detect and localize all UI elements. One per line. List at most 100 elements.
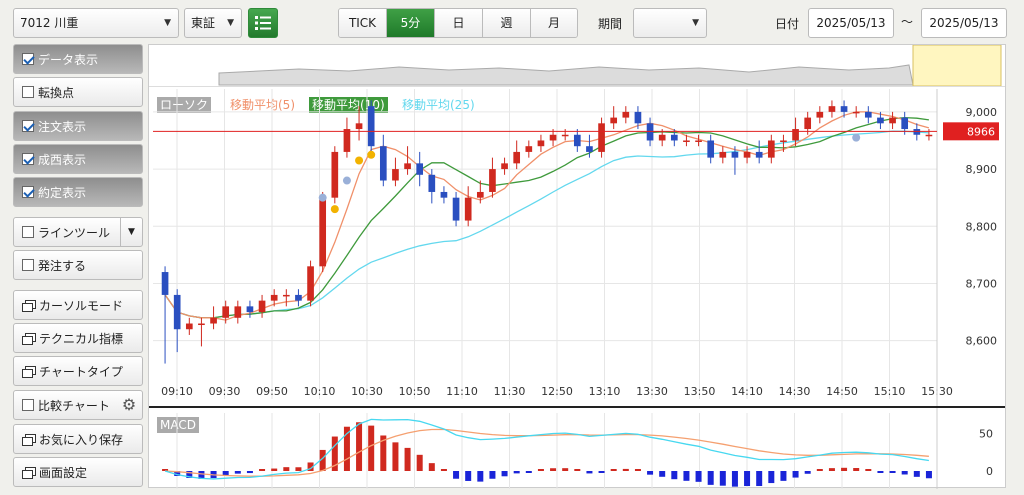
candle-body bbox=[828, 106, 836, 112]
candle-body bbox=[295, 294, 302, 301]
x-tick-label: 13:10 bbox=[589, 385, 621, 398]
macd-histogram-bar bbox=[453, 471, 460, 479]
macd-histogram-bar bbox=[331, 436, 338, 471]
candle-body bbox=[270, 294, 278, 301]
stock-select[interactable]: 7012 川重 ▼ bbox=[13, 8, 179, 38]
sidebar-item-label: 成西表示 bbox=[38, 152, 87, 167]
candle-body bbox=[573, 134, 581, 147]
macd-tick-label: 50 bbox=[979, 428, 993, 441]
macd-histogram-bar bbox=[841, 467, 848, 471]
x-tick-label: 14:50 bbox=[826, 385, 858, 398]
sidebar-item-place-order[interactable]: 発注する bbox=[13, 250, 143, 280]
candle-body bbox=[877, 117, 884, 124]
y-tick-label: 9,000 bbox=[966, 106, 998, 119]
x-tick-label: 11:10 bbox=[446, 385, 478, 398]
sidebar-item-data-display[interactable]: データ表示 bbox=[13, 44, 143, 74]
tab-5min[interactable]: 5分 bbox=[387, 9, 435, 37]
sidebar-item-cursor-mode[interactable]: カーソルモード bbox=[13, 290, 143, 320]
current-price-label: 8966 bbox=[967, 125, 995, 138]
sidebar-item-screen-settings[interactable]: 画面設定 bbox=[13, 457, 143, 487]
macd-histogram-bar bbox=[804, 471, 811, 474]
sidebar-item-label: 注文表示 bbox=[38, 119, 87, 134]
sidebar-item-compare-chart[interactable]: 比較チャート ⚙ bbox=[13, 390, 143, 420]
x-tick-label: 11:30 bbox=[494, 385, 526, 398]
sidebar-item-execution-display[interactable]: 約定表示 bbox=[13, 177, 143, 207]
candle-body bbox=[852, 111, 860, 114]
candle-body bbox=[731, 151, 739, 158]
candle-body bbox=[755, 151, 763, 158]
macd-histogram-bar bbox=[271, 468, 278, 471]
candle-body bbox=[707, 140, 715, 158]
sidebar-item-order-display[interactable]: 注文表示 bbox=[13, 111, 143, 141]
current-price-badge bbox=[943, 122, 999, 141]
macd-histogram-bar bbox=[246, 471, 253, 474]
macd-histogram-bar bbox=[501, 471, 508, 477]
sidebar-item-save-favorite[interactable]: お気に入り保存 bbox=[13, 424, 143, 454]
macd-histogram-bar bbox=[731, 471, 738, 487]
window-icon bbox=[22, 299, 36, 312]
sidebar-item-label: 発注する bbox=[38, 258, 87, 273]
x-tick-label: 15:10 bbox=[874, 385, 906, 398]
tab-tick[interactable]: TICK bbox=[339, 9, 387, 37]
candle-body bbox=[222, 306, 230, 318]
macd-histogram-bar bbox=[343, 426, 350, 471]
navigator-window bbox=[912, 45, 1002, 86]
tab-week[interactable]: 週 bbox=[483, 9, 531, 37]
candle-body bbox=[173, 294, 181, 330]
checkbox-icon bbox=[22, 120, 34, 132]
tab-month[interactable]: 月 bbox=[531, 9, 577, 37]
candle-body bbox=[161, 272, 169, 295]
date-to-input[interactable]: 2025/05/13 bbox=[921, 8, 1007, 38]
checkbox-icon bbox=[22, 399, 34, 411]
execution-marker bbox=[355, 156, 364, 165]
x-tick-label: 10:30 bbox=[351, 385, 383, 398]
macd-histogram-bar bbox=[440, 469, 447, 471]
candle-body bbox=[210, 317, 217, 324]
candle-body bbox=[864, 111, 872, 118]
gear-icon[interactable]: ⚙ bbox=[121, 395, 137, 414]
sidebar-item-line-tool[interactable]: ラインツール ▼ bbox=[13, 217, 143, 247]
candle-body bbox=[416, 163, 424, 175]
chart-canvas[interactable]: 9,000 8,900 8,800 8,700 8,600 09:10 09:30 09:50… bbox=[149, 45, 1005, 489]
candle-body bbox=[282, 294, 290, 297]
x-tick-label: 09:50 bbox=[256, 385, 288, 398]
sidebar-item-technical-indicators[interactable]: テクニカル指標 bbox=[13, 323, 143, 353]
macd-histogram-bar bbox=[622, 468, 629, 471]
chevron-down-icon[interactable]: ▼ bbox=[120, 218, 142, 246]
candle-body bbox=[913, 129, 921, 135]
x-tick-label: 13:30 bbox=[636, 385, 668, 398]
execution-marker bbox=[342, 176, 351, 185]
sidebar-item-label: テクニカル指標 bbox=[39, 331, 124, 346]
candle-body bbox=[476, 191, 484, 198]
candle-body bbox=[525, 146, 533, 152]
date-label: 日付 bbox=[775, 17, 800, 31]
period-select[interactable]: ▼ bbox=[633, 8, 707, 38]
sidebar-item-chart-type[interactable]: チャートタイプ bbox=[13, 356, 143, 386]
macd-histogram-bar bbox=[562, 468, 569, 471]
sidebar-item-label: お気に入り保存 bbox=[39, 432, 124, 447]
sidebar-item-position-display[interactable]: 成西表示 bbox=[13, 144, 143, 174]
sidebar-item-turning-point[interactable]: 転換点 bbox=[13, 77, 143, 107]
macd-histogram-bar bbox=[380, 435, 387, 471]
list-menu-button[interactable] bbox=[248, 8, 278, 38]
sidebar-item-label: ラインツール bbox=[38, 225, 111, 240]
period-tabs: TICK 5分 日 週 月 bbox=[338, 8, 578, 38]
macd-histogram-bar bbox=[198, 471, 205, 479]
macd-histogram-bar bbox=[610, 469, 617, 471]
sidebar-item-label: チャートタイプ bbox=[39, 364, 123, 379]
checkbox-icon bbox=[22, 226, 34, 238]
macd-histogram-bar bbox=[719, 471, 726, 486]
candle-body bbox=[743, 151, 751, 158]
date-from-input[interactable]: 2025/05/13 bbox=[808, 8, 894, 38]
market-select[interactable]: 東証 ▼ bbox=[184, 8, 242, 38]
chart-panel[interactable]: ローソク 移動平均(5) 移動平均(10) 移動平均(25) MACD 9,00… bbox=[148, 44, 1006, 489]
macd-histogram-bar bbox=[428, 463, 435, 471]
macd-histogram-bar bbox=[647, 471, 654, 475]
checkbox-icon bbox=[22, 186, 34, 198]
candle-body bbox=[610, 117, 618, 124]
navigator-strip[interactable] bbox=[149, 45, 1005, 87]
tab-day[interactable]: 日 bbox=[435, 9, 483, 37]
macd-histogram-bar bbox=[853, 468, 860, 471]
period-label: 期間 bbox=[598, 17, 623, 31]
macd-histogram-bar bbox=[234, 471, 241, 474]
